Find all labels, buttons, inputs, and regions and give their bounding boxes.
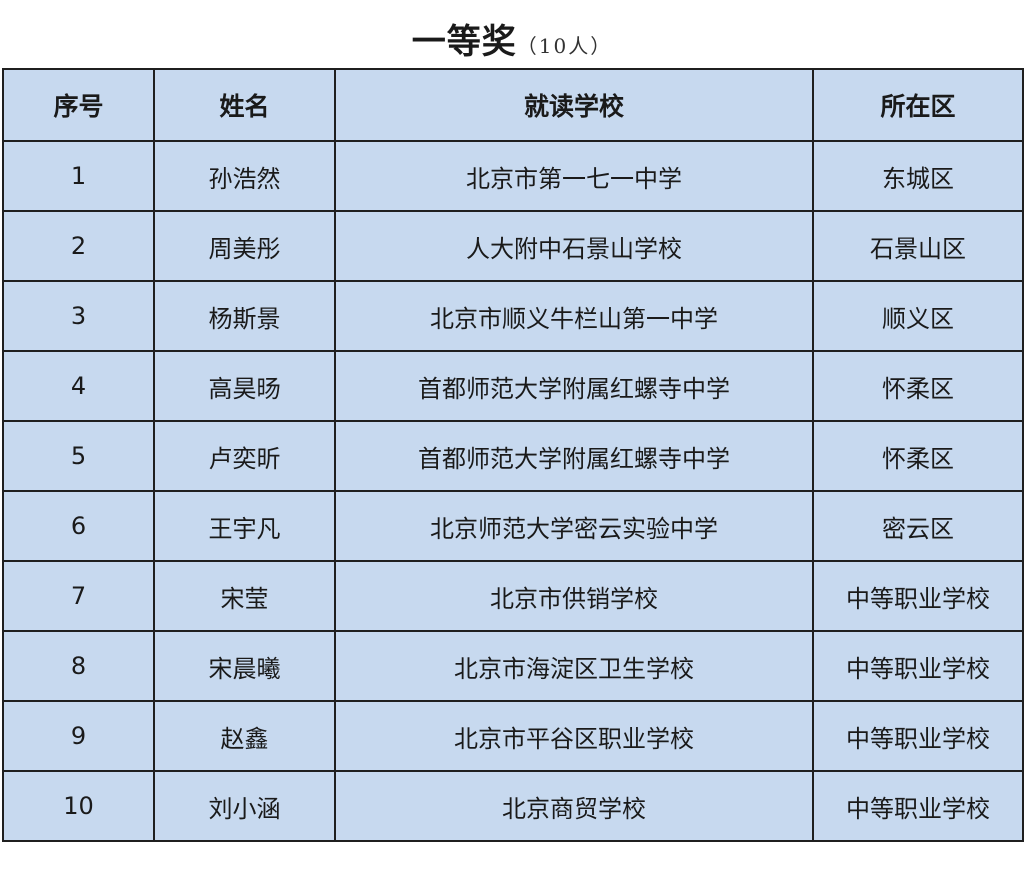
cell-number: 6 [2, 490, 155, 562]
cell-number: 4 [2, 350, 155, 422]
header-number: 序号 [2, 68, 155, 142]
cell-number: 5 [2, 420, 155, 492]
cell-district: 东城区 [812, 140, 1024, 212]
cell-number: 8 [2, 630, 155, 702]
table-row: 8 宋晨曦 北京市海淀区卫生学校 中等职业学校 [2, 630, 1024, 702]
cell-name: 杨斯景 [153, 280, 336, 352]
cell-name: 宋晨曦 [153, 630, 336, 702]
header-school: 就读学校 [334, 68, 814, 142]
header-row: 序号 姓名 就读学校 所在区 [2, 68, 1024, 142]
cell-number: 1 [2, 140, 155, 212]
cell-name: 宋莹 [153, 560, 336, 632]
cell-school: 北京市海淀区卫生学校 [334, 630, 814, 702]
cell-school: 人大附中石景山学校 [334, 210, 814, 282]
cell-school: 北京市平谷区职业学校 [334, 700, 814, 772]
cell-number: 9 [2, 700, 155, 772]
cell-school: 北京市供销学校 [334, 560, 814, 632]
cell-school: 首都师范大学附属红螺寺中学 [334, 350, 814, 422]
award-title: 一等奖 [411, 22, 517, 62]
table-row: 3 杨斯景 北京市顺义牛栏山第一中学 顺义区 [2, 280, 1024, 352]
cell-name: 王宇凡 [153, 490, 336, 562]
table-row: 6 王宇凡 北京师范大学密云实验中学 密云区 [2, 490, 1024, 562]
cell-district: 中等职业学校 [812, 700, 1024, 772]
cell-school: 北京市顺义牛栏山第一中学 [334, 280, 814, 352]
cell-name: 高昊旸 [153, 350, 336, 422]
header-district: 所在区 [812, 68, 1024, 142]
table-row: 7 宋莹 北京市供销学校 中等职业学校 [2, 560, 1024, 632]
cell-number: 10 [2, 770, 155, 842]
page-title: 一等奖（10人） [0, 14, 1024, 63]
cell-number: 7 [2, 560, 155, 632]
cell-name: 孙浩然 [153, 140, 336, 212]
cell-district: 顺义区 [812, 280, 1024, 352]
cell-district: 中等职业学校 [812, 770, 1024, 842]
cell-name: 赵鑫 [153, 700, 336, 772]
cell-district: 石景山区 [812, 210, 1024, 282]
cell-district: 密云区 [812, 490, 1024, 562]
table-row: 5 卢奕昕 首都师范大学附属红螺寺中学 怀柔区 [2, 420, 1024, 492]
award-table: 序号 姓名 就读学校 所在区 1 孙浩然 北京市第一七一中学 东城区 2 周美彤 人大附中石… [2, 68, 1024, 842]
cell-name: 刘小涵 [153, 770, 336, 842]
award-count: （10人） [516, 34, 613, 58]
cell-name: 卢奕昕 [153, 420, 336, 492]
table-row: 10 刘小涵 北京商贸学校 中等职业学校 [2, 770, 1024, 842]
table-row: 9 赵鑫 北京市平谷区职业学校 中等职业学校 [2, 700, 1024, 772]
cell-school: 北京师范大学密云实验中学 [334, 490, 814, 562]
cell-number: 2 [2, 210, 155, 282]
cell-district: 怀柔区 [812, 350, 1024, 422]
table-row: 4 高昊旸 首都师范大学附属红螺寺中学 怀柔区 [2, 350, 1024, 422]
cell-district: 中等职业学校 [812, 560, 1024, 632]
cell-district: 怀柔区 [812, 420, 1024, 492]
cell-number: 3 [2, 280, 155, 352]
cell-district: 中等职业学校 [812, 630, 1024, 702]
table-row: 1 孙浩然 北京市第一七一中学 东城区 [2, 140, 1024, 212]
cell-school: 北京市第一七一中学 [334, 140, 814, 212]
cell-school: 首都师范大学附属红螺寺中学 [334, 420, 814, 492]
cell-school: 北京商贸学校 [334, 770, 814, 842]
header-name: 姓名 [153, 68, 336, 142]
table-row: 2 周美彤 人大附中石景山学校 石景山区 [2, 210, 1024, 282]
cell-name: 周美彤 [153, 210, 336, 282]
